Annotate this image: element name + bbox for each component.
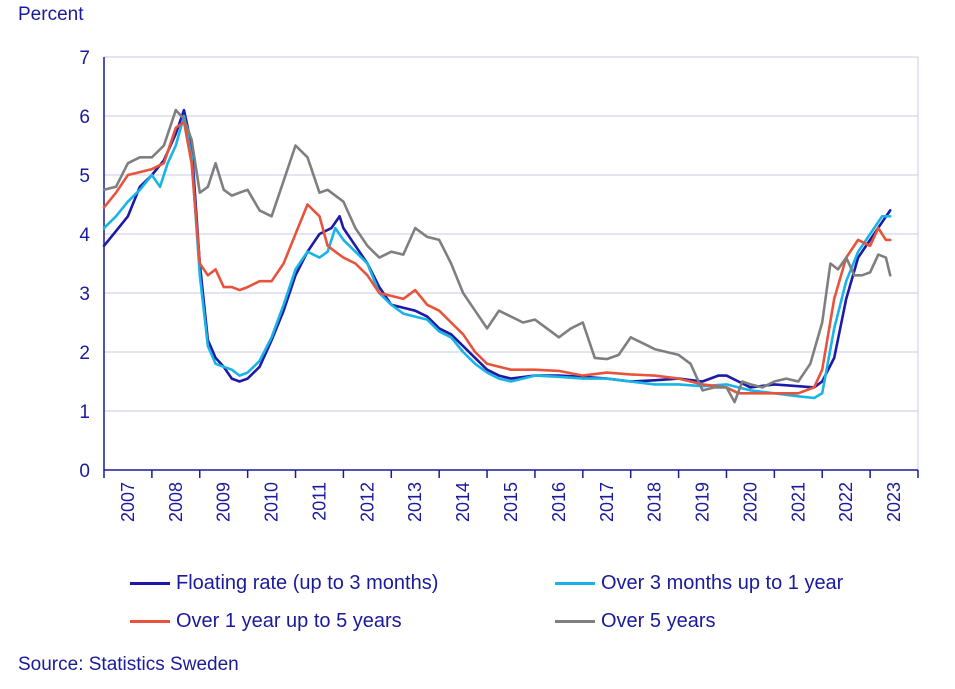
y-tick-label: 0: [79, 461, 90, 482]
legend-swatch-3m-1y: [555, 582, 595, 585]
x-tick-label: 2020: [740, 482, 760, 522]
x-tick-label: 2013: [405, 482, 425, 522]
legend-swatch-1y-5y: [130, 620, 170, 623]
x-tick-label: 2010: [262, 482, 282, 522]
x-axis: 2007 2008 2009 2010 2011 2012 2013 2014 2015 2016…: [103, 57, 919, 522]
series-line-4: [102, 108, 892, 404]
source-note: Source: Statistics Sweden: [18, 654, 239, 675]
y-tick-label: 1: [79, 402, 90, 423]
y-tick-labels: 0 1 2 3 4 5 6 7: [79, 48, 90, 482]
x-tick-label: 2011: [309, 482, 329, 521]
series-line-1: [102, 108, 892, 389]
x-tick-label: 2022: [836, 482, 856, 522]
y-tick-label: 4: [79, 225, 90, 246]
y-axis-label: Percent: [18, 4, 84, 25]
x-tick-label: 2007: [118, 482, 138, 522]
legend-label-1y-5y: Over 1 year up to 5 years: [176, 610, 402, 632]
x-tick-label: 2019: [693, 482, 713, 522]
x-tick-label: 2017: [597, 482, 617, 522]
x-tick-label: 2018: [645, 482, 665, 522]
series-line-3: [102, 120, 892, 395]
x-tick-label: 2015: [501, 482, 521, 522]
gridlines: [104, 56, 919, 470]
legend-item-1y-5y: Over 1 year up to 5 years: [130, 610, 402, 633]
x-tick-label: 2023: [884, 482, 904, 522]
legend-label-floating: Floating rate (up to 3 months): [176, 572, 439, 594]
legend-label-3m-1y: Over 3 months up to 1 year: [601, 572, 844, 594]
x-tick-label: 2016: [549, 482, 569, 522]
legend-item-floating: Floating rate (up to 3 months): [130, 572, 438, 595]
x-tick-label: 2021: [788, 482, 808, 522]
x-tick-label: 2012: [357, 482, 377, 522]
legend-item-over-5y: Over 5 years: [555, 610, 715, 633]
y-tick-label: 7: [79, 48, 90, 69]
y-tick-label: 2: [79, 343, 90, 364]
x-tick-label: 2009: [214, 482, 234, 522]
legend-label-over-5y: Over 5 years: [601, 610, 716, 632]
y-tick-label: 6: [79, 107, 90, 128]
legend-item-3m-1y: Over 3 months up to 1 year: [555, 572, 843, 595]
x-tick-label: 2014: [453, 482, 473, 522]
series-line-2: [102, 114, 892, 400]
legend-swatch-over-5y: [555, 620, 595, 623]
y-tick-label: 5: [79, 166, 90, 187]
legend-swatch-floating: [130, 582, 170, 585]
y-tick-label: 3: [79, 284, 90, 305]
x-tick-label: 2008: [166, 482, 186, 522]
series-lines: [102, 108, 892, 404]
